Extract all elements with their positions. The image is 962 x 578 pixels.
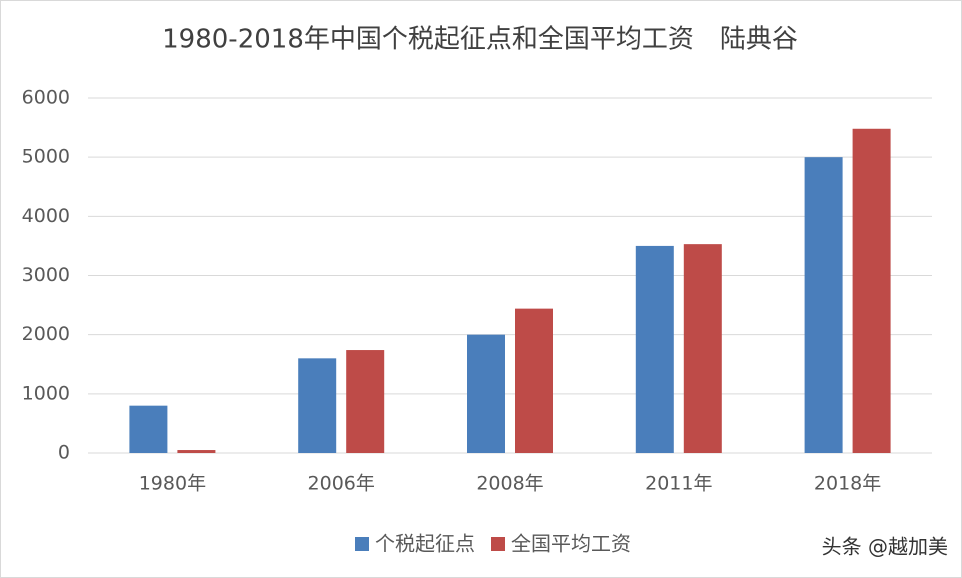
bar bbox=[467, 334, 505, 453]
y-tick-label: 4000 bbox=[22, 205, 70, 227]
legend-label: 个税起征点 bbox=[375, 532, 475, 556]
chart-title: 1980-2018年中国个税起征点和全国平均工资 陆典谷 bbox=[162, 25, 798, 55]
bar bbox=[683, 244, 722, 453]
x-tick-label: 2011年 bbox=[645, 473, 712, 495]
bar bbox=[177, 450, 216, 453]
bar bbox=[852, 128, 891, 453]
legend-swatch bbox=[355, 537, 369, 551]
x-tick-label: 2008年 bbox=[476, 473, 543, 495]
legend-swatch bbox=[491, 537, 505, 551]
y-tick-label: 2000 bbox=[22, 323, 70, 345]
y-tick-label: 1000 bbox=[22, 382, 70, 404]
x-tick-label: 2018年 bbox=[814, 473, 881, 495]
y-tick-label: 3000 bbox=[22, 264, 70, 286]
bar bbox=[346, 350, 385, 453]
bar bbox=[804, 157, 843, 453]
watermark: 头条 @越加美 bbox=[822, 535, 948, 559]
bar bbox=[515, 308, 553, 453]
bar bbox=[635, 245, 674, 453]
x-tick-label: 1980年 bbox=[139, 473, 206, 495]
legend-label: 全国平均工资 bbox=[511, 532, 631, 556]
y-tick-label: 0 bbox=[58, 442, 70, 464]
y-tick-label: 5000 bbox=[22, 146, 70, 168]
bar bbox=[298, 358, 337, 453]
bar bbox=[129, 405, 168, 453]
x-tick-label: 2006年 bbox=[308, 473, 375, 495]
y-tick-label: 6000 bbox=[22, 87, 70, 109]
